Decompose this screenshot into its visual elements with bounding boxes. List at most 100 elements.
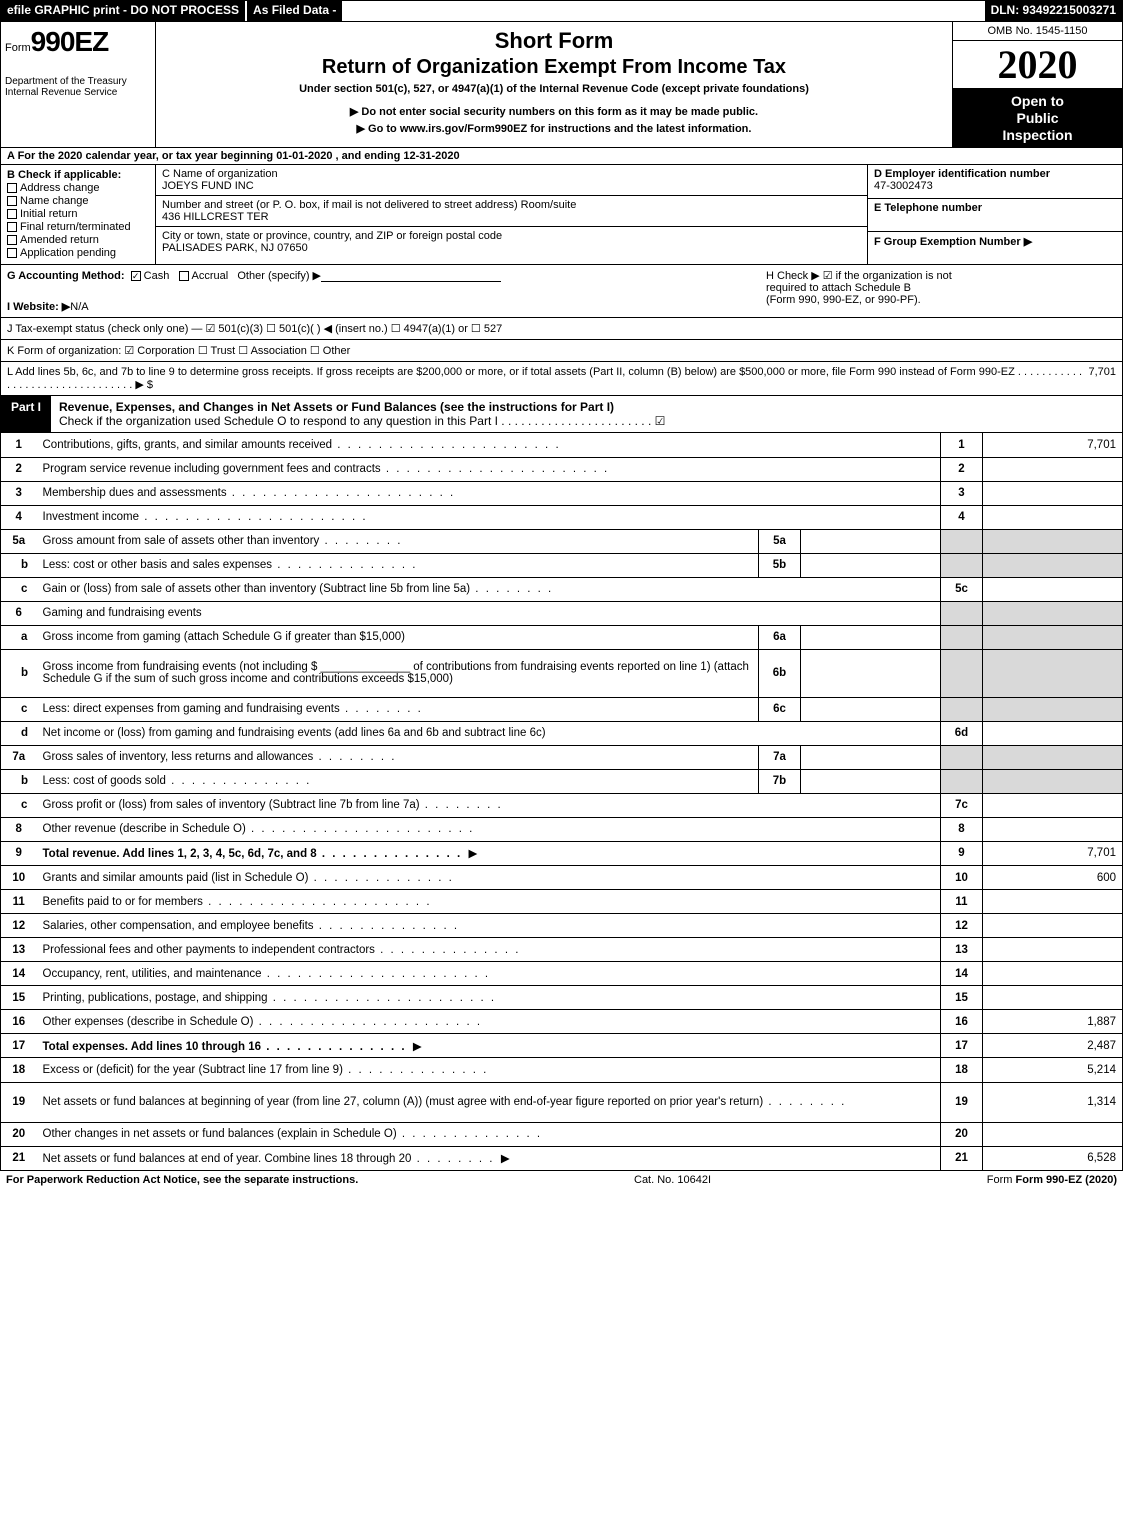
part1-title: Revenue, Expenses, and Changes in Net As… bbox=[59, 400, 614, 414]
chk-name-change[interactable]: Name change bbox=[7, 195, 149, 207]
row-gh: G Accounting Method: ✓Cash Accrual Other… bbox=[0, 265, 1123, 318]
line-4: 4Investment income4 bbox=[1, 505, 1123, 529]
c-name-row: C Name of organization JOEYS FUND INC bbox=[156, 165, 867, 196]
line-5c: cGain or (loss) from sale of assets othe… bbox=[1, 577, 1123, 601]
dln-label: DLN: 93492215003271 bbox=[985, 1, 1122, 21]
j-text: J Tax-exempt status (check only one) — ☑… bbox=[7, 322, 502, 335]
c-street-row: Number and street (or P. O. box, if mail… bbox=[156, 196, 867, 227]
section-bcdef: B Check if applicable: Address change Na… bbox=[0, 165, 1123, 265]
row-l: L Add lines 5b, 6c, and 7b to line 9 to … bbox=[0, 362, 1123, 396]
line-18: 18Excess or (deficit) for the year (Subt… bbox=[1, 1058, 1123, 1082]
c-city-value: PALISADES PARK, NJ 07650 bbox=[162, 242, 861, 254]
part1-title-wrap: Revenue, Expenses, and Changes in Net As… bbox=[51, 396, 1122, 432]
line-8: 8Other revenue (describe in Schedule O)8 bbox=[1, 817, 1123, 841]
footer: For Paperwork Reduction Act Notice, see … bbox=[0, 1171, 1123, 1189]
row-j: J Tax-exempt status (check only one) — ☑… bbox=[0, 318, 1123, 340]
revenue-table: 1Contributions, gifts, grants, and simil… bbox=[0, 433, 1123, 866]
part1-header: Part I Revenue, Expenses, and Changes in… bbox=[0, 396, 1123, 433]
line-2: 2Program service revenue including gover… bbox=[1, 457, 1123, 481]
short-form-title: Short Form bbox=[166, 28, 942, 54]
expenses-block: Expenses 10Grants and similar amounts pa… bbox=[0, 866, 1123, 1059]
l-value: 7,701 bbox=[1088, 366, 1116, 391]
open-public-badge: Open to Public Inspection bbox=[953, 89, 1122, 147]
f-group-row: F Group Exemption Number ▶ bbox=[868, 232, 1122, 264]
g-other: Other (specify) ▶ bbox=[237, 270, 321, 282]
line-17: 17Total expenses. Add lines 10 through 1… bbox=[1, 1034, 1123, 1058]
line-3: 3Membership dues and assessments3 bbox=[1, 481, 1123, 505]
form-prefix: Form bbox=[5, 42, 31, 54]
c-street-label: Number and street (or P. O. box, if mail… bbox=[162, 199, 861, 211]
note-ssn: ▶ Do not enter social security numbers o… bbox=[166, 105, 942, 118]
top-spacer bbox=[342, 1, 984, 21]
line-6: 6Gaming and fundraising events bbox=[1, 601, 1123, 625]
line-6b: bGross income from fundraising events (n… bbox=[1, 649, 1123, 697]
asfiled-label: As Filed Data - bbox=[245, 1, 342, 21]
l-text: L Add lines 5b, 6c, and 7b to line 9 to … bbox=[7, 366, 1085, 391]
c-name-value: JOEYS FUND INC bbox=[162, 180, 861, 192]
c-street-value: 436 HILLCREST TER bbox=[162, 211, 861, 223]
open-line3: Inspection bbox=[955, 127, 1120, 144]
line-16: 16Other expenses (describe in Schedule O… bbox=[1, 1010, 1123, 1034]
chk-final-return[interactable]: Final return/terminated bbox=[7, 221, 149, 233]
d-ein-label: D Employer identification number bbox=[874, 168, 1116, 180]
tax-year: 2020 bbox=[953, 41, 1122, 89]
e-phone-label: E Telephone number bbox=[874, 202, 1116, 214]
efile-label: efile GRAPHIC print - DO NOT PROCESS bbox=[1, 1, 245, 21]
dept-treasury: Department of the Treasury bbox=[5, 76, 151, 87]
line-10: 10Grants and similar amounts paid (list … bbox=[1, 866, 1123, 890]
open-line1: Open to bbox=[955, 93, 1120, 110]
chk-cash[interactable]: ✓ bbox=[131, 271, 141, 281]
k-text: K Form of organization: ☑ Corporation ☐ … bbox=[7, 344, 350, 357]
row-a-tax-year: A For the 2020 calendar year, or tax yea… bbox=[0, 148, 1123, 165]
d-ein-row: D Employer identification number 47-3002… bbox=[868, 165, 1122, 198]
g-label: G Accounting Method: bbox=[7, 270, 125, 282]
part1-check-text: Check if the organization used Schedule … bbox=[59, 414, 665, 428]
line-6a: aGross income from gaming (attach Schedu… bbox=[1, 625, 1123, 649]
open-line2: Public bbox=[955, 110, 1120, 127]
h-text1: H Check ▶ ☑ if the organization is not bbox=[766, 269, 1116, 282]
chk-accrual[interactable] bbox=[179, 271, 189, 281]
chk-amended-return[interactable]: Amended return bbox=[7, 234, 149, 246]
col-def: D Employer identification number 47-3002… bbox=[867, 165, 1122, 264]
footer-right: Form Form 990-EZ (2020) bbox=[987, 1174, 1117, 1186]
d-ein-value: 47-3002473 bbox=[874, 180, 1116, 192]
line-15: 15Printing, publications, postage, and s… bbox=[1, 986, 1123, 1010]
under-section: Under section 501(c), 527, or 4947(a)(1)… bbox=[166, 83, 942, 95]
line-5b: bLess: cost or other basis and sales exp… bbox=[1, 553, 1123, 577]
col-b-checkboxes: B Check if applicable: Address change Na… bbox=[1, 165, 156, 264]
i-label: I Website: ▶ bbox=[7, 301, 70, 313]
line-20: 20Other changes in net assets or fund ba… bbox=[1, 1122, 1123, 1146]
line-19: 19Net assets or fund balances at beginni… bbox=[1, 1082, 1123, 1122]
chk-address-change[interactable]: Address change bbox=[7, 182, 149, 194]
line-7b: bLess: cost of goods sold7b bbox=[1, 769, 1123, 793]
f-group-label: F Group Exemption Number ▶ bbox=[874, 235, 1116, 248]
omb-number: OMB No. 1545-1150 bbox=[953, 22, 1122, 41]
header-right: OMB No. 1545-1150 2020 Open to Public In… bbox=[952, 22, 1122, 147]
dept-irs: Internal Revenue Service bbox=[5, 87, 151, 98]
line-7c: cGross profit or (loss) from sales of in… bbox=[1, 793, 1123, 817]
line-13: 13Professional fees and other payments t… bbox=[1, 938, 1123, 962]
col-c-org-info: C Name of organization JOEYS FUND INC Nu… bbox=[156, 165, 867, 264]
header-block: Form990EZ Department of the Treasury Int… bbox=[0, 22, 1123, 148]
c-name-label: C Name of organization bbox=[162, 168, 861, 180]
line-6c: cLess: direct expenses from gaming and f… bbox=[1, 697, 1123, 721]
row-k: K Form of organization: ☑ Corporation ☐ … bbox=[0, 340, 1123, 362]
line-7a: 7aGross sales of inventory, less returns… bbox=[1, 745, 1123, 769]
c-city-label: City or town, state or province, country… bbox=[162, 230, 861, 242]
footer-mid: Cat. No. 10642I bbox=[634, 1174, 711, 1186]
form-number: 990EZ bbox=[31, 26, 109, 57]
g-other-line bbox=[321, 281, 501, 282]
h-text3: (Form 990, 990-EZ, or 990-PF). bbox=[766, 294, 1116, 306]
g-accounting: G Accounting Method: ✓Cash Accrual Other… bbox=[7, 269, 726, 313]
netassets-block: Net Assets 18Excess or (deficit) for the… bbox=[0, 1058, 1123, 1171]
line-9: 9Total revenue. Add lines 1, 2, 3, 4, 5c… bbox=[1, 841, 1123, 865]
chk-initial-return[interactable]: Initial return bbox=[7, 208, 149, 220]
chk-application-pending[interactable]: Application pending bbox=[7, 247, 149, 259]
h-text2: required to attach Schedule B bbox=[766, 282, 1116, 294]
i-value: N/A bbox=[70, 301, 88, 313]
line-11: 11Benefits paid to or for members11 bbox=[1, 890, 1123, 914]
h-check: H Check ▶ ☑ if the organization is not r… bbox=[766, 269, 1116, 313]
c-city-row: City or town, state or province, country… bbox=[156, 227, 867, 257]
note-goto: ▶ Go to www.irs.gov/Form990EZ for instru… bbox=[166, 122, 942, 135]
line-14: 14Occupancy, rent, utilities, and mainte… bbox=[1, 962, 1123, 986]
